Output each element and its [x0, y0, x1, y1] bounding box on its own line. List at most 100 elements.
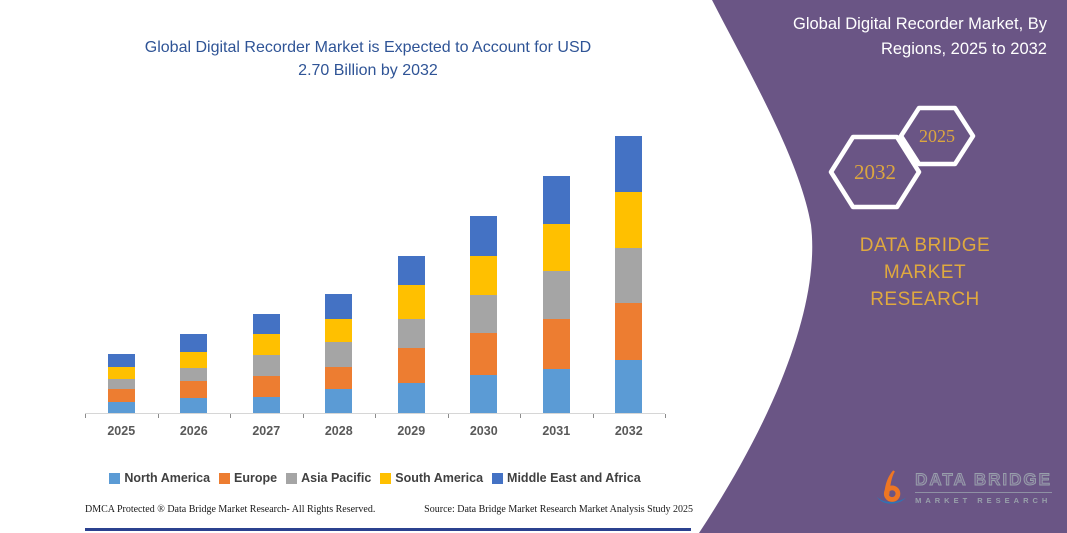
bar-segment-south-america — [470, 256, 498, 296]
brand-wordmark-line2: RESEARCH — [870, 289, 980, 310]
bar-slot-2031 — [520, 120, 593, 413]
x-axis-label-2025: 2025 — [107, 424, 136, 438]
bar-segment-asia-pacific — [470, 295, 498, 334]
bar-segment-europe — [397, 348, 425, 384]
stacked-bar-2026 — [180, 334, 208, 413]
footer-divider — [85, 528, 691, 531]
legend-label-asia-pacific: Asia Pacific — [301, 471, 372, 485]
stacked-bar-2027 — [252, 313, 280, 413]
bar-segment-europe — [107, 389, 135, 402]
bar-segment-europe — [542, 318, 570, 369]
legend-item-north-america: North America — [109, 471, 210, 485]
legend-item-middle-east-and-africa: Middle East and Africa — [492, 471, 641, 485]
bar-segment-asia-pacific — [542, 270, 570, 319]
axis-tick — [85, 414, 86, 418]
company-logo: DATA BRIDGE MARKET RESEARCH — [876, 456, 1052, 518]
x-axis-label-2026: 2026 — [179, 424, 208, 438]
bar-segment-middle-east-and-africa — [325, 294, 353, 319]
legend-label-middle-east-and-africa: Middle East and Africa — [507, 471, 641, 485]
stacked-bar-2029 — [397, 256, 425, 413]
brand-wordmark: DATA BRIDGE MARKET RESEARCH — [818, 232, 1032, 313]
hexagon-2032: 2032 — [828, 134, 922, 210]
x-axis-label-2027: 2027 — [252, 424, 281, 438]
axis-tick — [302, 414, 304, 418]
hexagon-2032-label: 2032 — [854, 160, 896, 184]
chart-title-line2: 2.70 Billion by 2032 — [298, 62, 438, 79]
stacked-bar-2031 — [542, 176, 570, 413]
stacked-bar-2025 — [107, 353, 135, 413]
bar-segment-asia-pacific — [325, 342, 353, 367]
axis-tick — [447, 414, 449, 418]
x-axis-label-2029: 2029 — [397, 424, 426, 438]
x-axis-label-2032: 2032 — [614, 424, 643, 438]
bar-segment-asia-pacific — [615, 247, 643, 304]
hexagon-2025: 2025 — [898, 105, 976, 167]
bar-slot-2032 — [593, 120, 666, 413]
stacked-bar-2030 — [470, 216, 498, 413]
axis-tick — [230, 414, 231, 418]
bar-segment-middle-east-and-africa — [615, 136, 643, 192]
bar-segment-middle-east-and-africa — [107, 353, 135, 367]
bar-slot-2028 — [303, 120, 376, 413]
x-axis-ticks — [85, 413, 666, 418]
hexagon-2025-outline — [898, 105, 976, 167]
footer-dmca-text: DMCA Protected ® Data Bridge Market Rese… — [85, 504, 376, 515]
side-panel-title-line1: Global Digital Recorder Market, By — [792, 15, 1047, 33]
bar-segment-south-america — [615, 191, 643, 248]
footer-source-text: Source: Data Bridge Market Research Mark… — [424, 504, 693, 515]
bar-segment-north-america — [470, 375, 498, 413]
brand-wordmark-line1: DATA BRIDGE MARKET — [859, 235, 991, 283]
hexagon-2025-label: 2025 — [919, 126, 955, 146]
logo-b-icon — [876, 470, 906, 504]
legend-item-south-america: South America — [380, 471, 483, 485]
logo-b-bowl — [883, 485, 901, 502]
bar-segment-north-america — [325, 389, 353, 413]
bar-segment-asia-pacific — [107, 379, 135, 390]
forecast-hexagons: 2025 2032 — [828, 105, 976, 210]
bar-slot-2030 — [448, 120, 521, 413]
stacked-bar-2028 — [325, 294, 353, 413]
bar-segment-south-america — [325, 318, 353, 343]
footer: DMCA Protected ® Data Bridge Market Rese… — [85, 504, 693, 515]
bar-segment-middle-east-and-africa — [397, 256, 425, 285]
bar-slot-2027 — [230, 120, 303, 413]
bar-slot-2029 — [375, 120, 448, 413]
bar-segment-middle-east-and-africa — [252, 313, 280, 335]
bar-slot-2026 — [158, 120, 231, 413]
bar-segment-south-america — [107, 366, 135, 380]
bar-segment-north-america — [615, 359, 643, 413]
legend-swatch-europe — [219, 472, 231, 484]
chart-title: Global Digital Recorder Market is Expect… — [85, 36, 651, 82]
legend-item-europe: Europe — [219, 471, 277, 485]
side-panel-title-line2: Regions, 2025 to 2032 — [880, 40, 1047, 58]
x-axis-label-2031: 2031 — [542, 424, 571, 438]
bar-segment-middle-east-and-africa — [180, 334, 208, 352]
bar-segment-middle-east-and-africa — [470, 216, 498, 257]
axis-tick — [520, 414, 521, 418]
legend-swatch-south-america — [380, 472, 392, 484]
legend-label-south-america: South America — [395, 471, 484, 485]
chart-title-line1: Global Digital Recorder Market is Expect… — [144, 39, 592, 56]
bar-segment-middle-east-and-africa — [542, 176, 570, 225]
bar-slot-2025 — [85, 120, 158, 413]
bar-segment-north-america — [180, 397, 208, 413]
logo-divider — [915, 491, 1052, 493]
x-axis-label-2028: 2028 — [324, 424, 353, 438]
plot-area — [85, 120, 665, 414]
bar-segment-europe — [252, 376, 280, 397]
bar-segment-north-america — [107, 401, 135, 413]
legend-swatch-middle-east-and-africa — [492, 472, 504, 484]
bar-segment-south-america — [542, 224, 570, 271]
hexagon-2032-outline — [828, 134, 922, 210]
legend-label-north-america: North America — [124, 471, 211, 485]
bar-segment-europe — [615, 303, 643, 360]
bar-segment-asia-pacific — [252, 354, 280, 377]
legend-swatch-north-america — [109, 472, 121, 484]
bar-segment-north-america — [397, 383, 425, 413]
bar-segment-asia-pacific — [180, 367, 208, 382]
legend: North America Europe Asia Pacific South Ame… — [85, 471, 665, 485]
legend-item-asia-pacific: Asia Pacific — [286, 471, 371, 485]
legend-label-europe: Europe — [234, 471, 278, 485]
